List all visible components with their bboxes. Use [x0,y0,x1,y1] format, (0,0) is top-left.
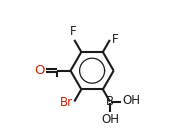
Text: Br: Br [60,95,73,108]
Text: OH: OH [101,113,119,126]
Text: O: O [34,64,45,77]
Text: F: F [70,25,76,38]
Text: B: B [106,95,114,108]
Text: F: F [112,33,118,46]
Text: OH: OH [122,94,140,108]
